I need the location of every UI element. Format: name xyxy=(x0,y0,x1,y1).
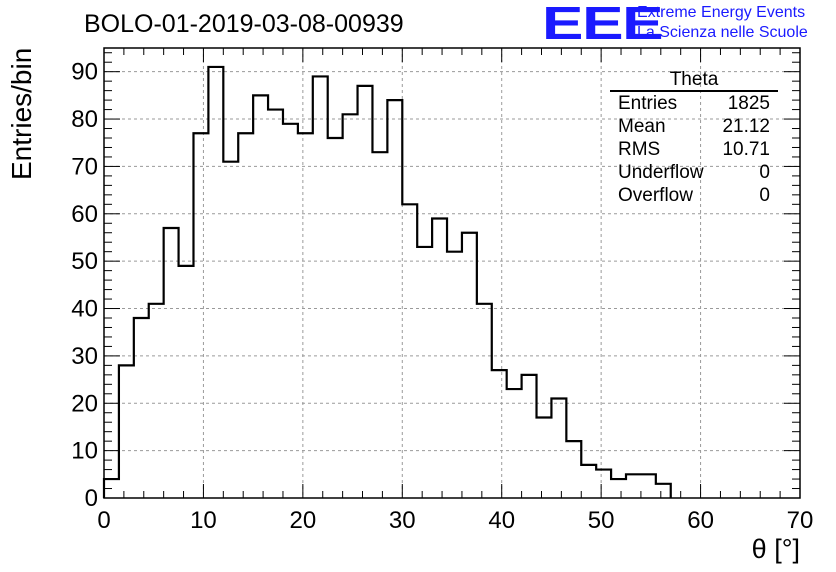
histogram-bin xyxy=(656,484,671,498)
histogram-bin xyxy=(626,474,641,498)
stats-row: Entries 1825 xyxy=(610,92,778,115)
histogram-bin xyxy=(581,465,596,498)
histogram-bin xyxy=(283,124,298,498)
stats-row: RMS 10.71 xyxy=(610,138,778,161)
stats-row-value: 1825 xyxy=(727,93,770,114)
x-tick-label: 50 xyxy=(588,507,615,534)
x-tick-label: 30 xyxy=(389,507,416,534)
x-axis-label: θ [°] xyxy=(751,534,800,564)
y-tick-label: 10 xyxy=(71,438,98,465)
x-tick-label: 20 xyxy=(290,507,317,534)
stats-row-value: 0 xyxy=(759,185,770,206)
histogram-bin xyxy=(611,479,626,498)
histogram-bin xyxy=(193,133,208,498)
stats-row: Mean 21.12 xyxy=(610,115,778,138)
histogram-bin xyxy=(134,318,149,498)
x-tick-label: 40 xyxy=(488,507,515,534)
histogram-bin xyxy=(298,133,313,498)
histogram-bin xyxy=(104,479,119,498)
stats-row-label: Entries xyxy=(618,93,678,114)
stats-row-value: 0 xyxy=(759,162,770,183)
y-tick-label: 40 xyxy=(71,296,98,323)
histogram-bin xyxy=(387,100,402,498)
chart-title: BOLO-01-2019-03-08-00939 xyxy=(84,10,404,38)
stats-title: Theta xyxy=(610,70,778,92)
stats-row-label: Underflow xyxy=(618,162,704,183)
stats-row-value: 10.71 xyxy=(722,139,770,160)
y-tick-label: 90 xyxy=(71,59,98,86)
stats-box: Theta Entries 1825 Mean 21.12 RMS 10.71 Underf… xyxy=(610,70,778,207)
histogram-bin xyxy=(432,219,447,498)
histogram-bin xyxy=(164,228,179,498)
y-tick-label: 80 xyxy=(71,106,98,133)
y-tick-label: 50 xyxy=(71,248,98,275)
stats-row: Underflow 0 xyxy=(610,161,778,184)
histogram-bin xyxy=(119,365,134,498)
y-tick-label: 30 xyxy=(71,343,98,370)
histogram-bin xyxy=(253,95,268,498)
x-tick-label: 10 xyxy=(190,507,217,534)
histogram-bin xyxy=(223,162,238,498)
histogram-line xyxy=(102,65,672,498)
logo-line-1: Extreme Energy Events xyxy=(637,4,806,21)
histogram-bin xyxy=(313,76,328,498)
histogram-bin xyxy=(238,133,253,498)
y-tick-label: 20 xyxy=(71,390,98,417)
histogram-bin xyxy=(641,474,656,498)
stats-row-label: Overflow xyxy=(618,185,693,206)
histogram-bin xyxy=(343,114,358,498)
x-tick-label: 60 xyxy=(687,507,714,534)
y-tick-label: 70 xyxy=(71,153,98,180)
histogram-bin xyxy=(402,204,417,498)
histogram-bin xyxy=(208,67,223,498)
histogram-bin xyxy=(477,304,492,498)
histogram-bin xyxy=(551,399,566,498)
histogram-bin xyxy=(596,470,611,498)
histogram-bin xyxy=(522,375,537,498)
histogram-bin xyxy=(328,138,343,498)
stats-row-label: RMS xyxy=(618,139,661,160)
histogram-bin xyxy=(358,86,373,498)
histogram-bin xyxy=(492,370,507,498)
x-tick-label: 0 xyxy=(97,507,110,534)
eee-logo: EEE xyxy=(542,0,664,49)
histogram-bin xyxy=(447,252,462,498)
histogram-bin xyxy=(537,417,552,498)
x-tick-label: 70 xyxy=(787,507,814,534)
histogram-bin xyxy=(566,441,581,498)
histogram-bin xyxy=(372,152,387,498)
stats-row-label: Mean xyxy=(618,116,666,137)
y-tick-label: 0 xyxy=(85,485,98,512)
histogram-bin xyxy=(179,266,194,498)
histogram-bin xyxy=(417,247,432,498)
plot-frame xyxy=(103,47,801,499)
y-tick-label: 60 xyxy=(71,201,98,228)
stats-row: Overflow 0 xyxy=(610,184,778,207)
histogram-bin xyxy=(268,110,283,498)
histogram-bin xyxy=(149,304,164,498)
histogram-bin xyxy=(507,389,522,498)
histogram-bin xyxy=(462,233,477,498)
logo-line-2: La Scienza nelle Scuole xyxy=(637,24,808,41)
y-axis-label: Entries/bin xyxy=(6,47,37,180)
stats-row-value: 21.12 xyxy=(722,116,770,137)
